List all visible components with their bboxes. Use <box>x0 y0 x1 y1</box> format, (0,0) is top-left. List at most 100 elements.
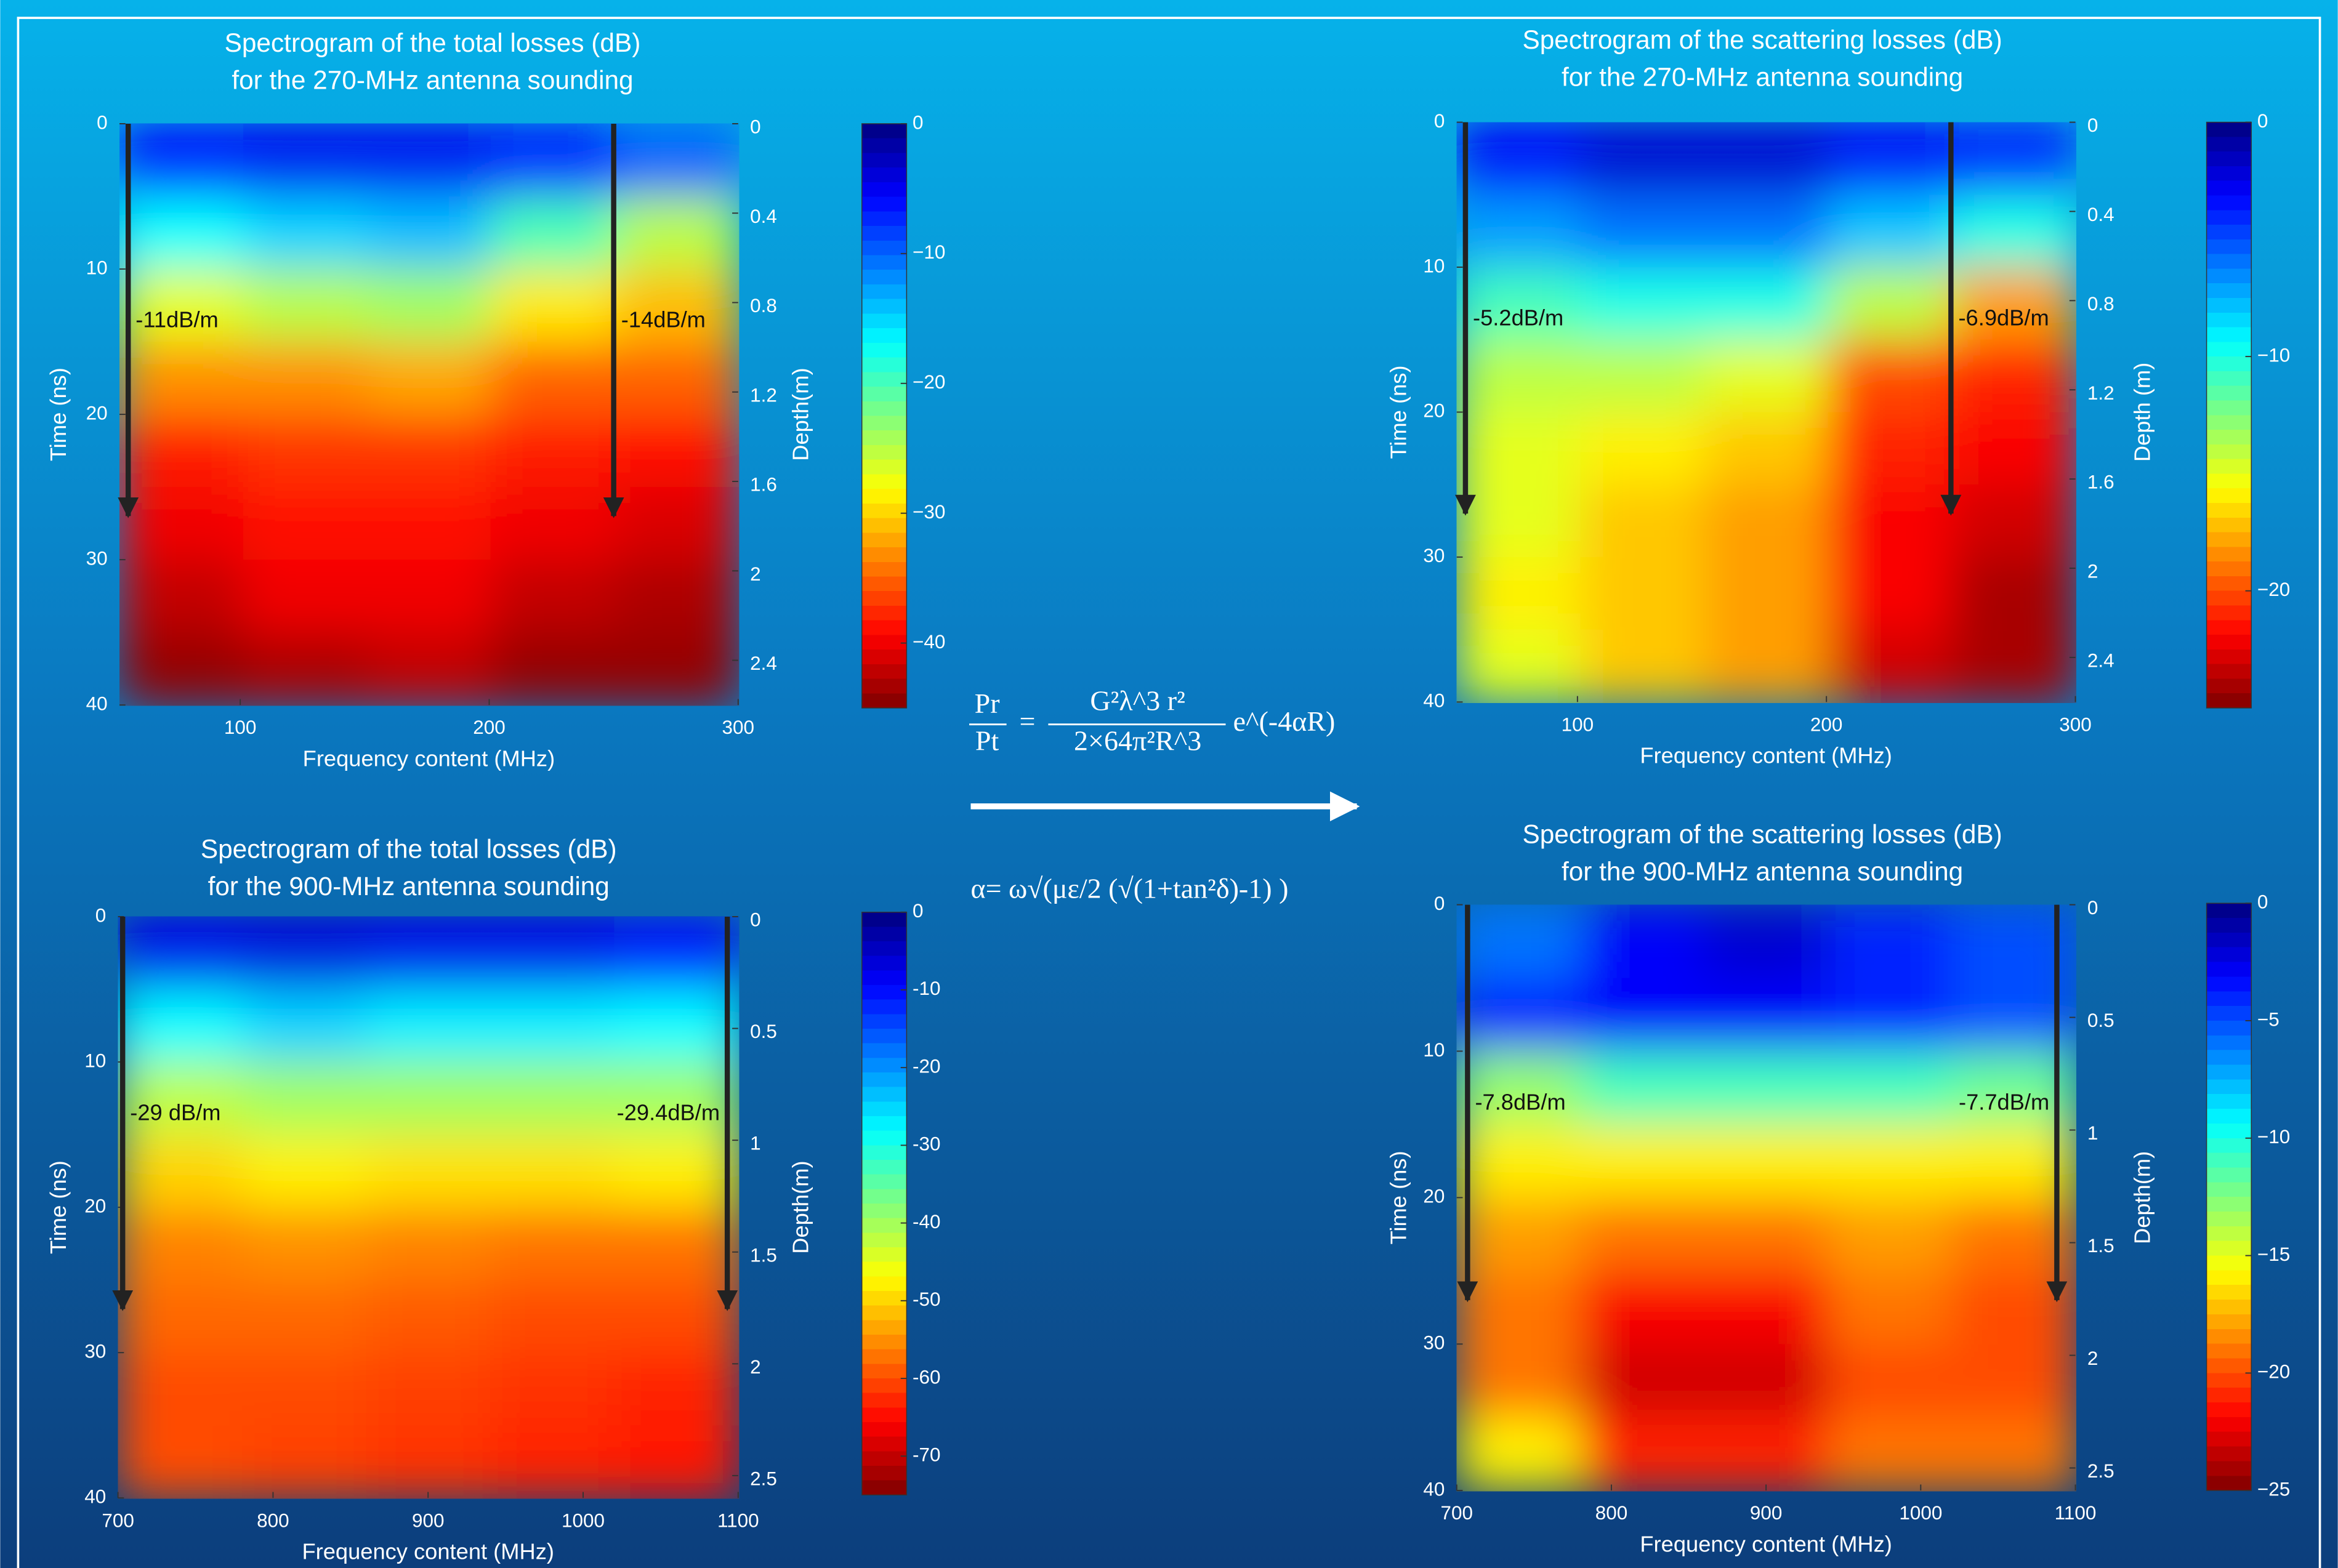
heatmap <box>1456 904 2076 1492</box>
eq-rhs-num: G²λ^3 r² <box>1090 685 1185 716</box>
heatmap-cell <box>1456 557 1581 630</box>
heatmap-cell <box>1704 629 1829 703</box>
y2-tick-label: 0 <box>2087 115 2098 136</box>
heatmap-cell <box>1704 1051 1829 1125</box>
arrow-label: -14dB/m <box>621 307 706 332</box>
heatmap-cell <box>119 342 244 416</box>
y-tick-label: 20 <box>1423 1186 1445 1207</box>
heatmap-cell <box>614 1353 740 1426</box>
heatmap-cell <box>366 1135 491 1208</box>
arrow-label: -7.7dB/m <box>1959 1090 2049 1115</box>
y2-tick-label: 0.8 <box>750 295 777 316</box>
heatmap-cell <box>1580 1124 1705 1199</box>
x-tick-label: 1100 <box>717 1510 759 1531</box>
heatmap-cell <box>1704 195 1829 268</box>
heatmap-cell <box>614 1425 740 1499</box>
eq-equals: = <box>1020 706 1036 737</box>
heatmap-cell <box>1580 629 1705 703</box>
heatmap-cell <box>118 1425 243 1499</box>
y-tick-label: 0 <box>95 904 107 926</box>
y2-tick-label: 1 <box>750 1133 761 1154</box>
heatmap-cell <box>1456 339 1581 413</box>
y-tick-label: 20 <box>1423 400 1445 422</box>
y-tick-label: 10 <box>1423 1039 1445 1061</box>
y2-tick-label: 0.5 <box>2087 1010 2114 1031</box>
heatmap-cell <box>1580 978 1705 1052</box>
heatmap-cell <box>242 1062 367 1136</box>
y-axis-label: Time (ns) <box>46 368 71 461</box>
colorbar <box>2206 903 2252 1491</box>
colorbar-tick-label: 0 <box>2257 891 2268 913</box>
colorbar-tick-label: −25 <box>2257 1478 2290 1500</box>
heatmap-cell <box>490 1207 615 1281</box>
heatmap-cell <box>243 487 368 561</box>
x-tick-label: 1000 <box>1899 1502 1942 1524</box>
heatmap-cell <box>1828 267 1953 340</box>
heatmap-cell <box>366 632 492 706</box>
heatmap-cell <box>1951 122 2076 196</box>
heatmap-cell <box>1456 412 1581 486</box>
colorbar-tick-label: -40 <box>913 1211 940 1232</box>
heatmap-cell <box>366 269 492 343</box>
heatmap-cell <box>1951 195 2076 268</box>
y2-tick-label: 2.5 <box>2087 1460 2114 1482</box>
heatmap-cell <box>614 342 740 416</box>
heatmap-cell <box>1580 1417 1705 1492</box>
heatmap-cell <box>242 989 367 1063</box>
y-tick-label: 10 <box>1423 255 1445 276</box>
arrow-label: -5.2dB/m <box>1473 305 1563 330</box>
y2-tick-label: 0.4 <box>2087 204 2114 225</box>
heatmap-cell <box>366 989 491 1063</box>
y-tick-label: 10 <box>86 257 108 278</box>
heatmap-cell <box>366 487 492 561</box>
heatmap-cell <box>243 269 368 343</box>
colorbar-tick-label: −20 <box>2257 579 2290 600</box>
heatmap-cell <box>490 196 616 270</box>
arrow-label: -7.8dB/m <box>1475 1090 1565 1115</box>
eq-factor: e^(-4αR) <box>1233 706 1336 737</box>
heatmap-cell <box>242 1280 367 1354</box>
heatmap-cell <box>118 989 243 1063</box>
y2-tick-label: 0 <box>750 116 761 138</box>
y2-tick-label: 2 <box>750 563 761 585</box>
colorbar-tick-label: −40 <box>913 631 945 653</box>
heatmap-cell <box>1580 195 1705 268</box>
y-tick-label: 20 <box>84 1195 106 1216</box>
y-tick-label: 30 <box>1423 545 1445 566</box>
heatmap-cell <box>1951 484 2076 558</box>
y2-tick-label: 2.4 <box>750 653 777 674</box>
heatmap-cell <box>1456 122 1581 196</box>
colorbar-tick-label: -70 <box>913 1444 940 1466</box>
chart-title: Spectrogram of the scattering losses (dB… <box>1522 25 2002 54</box>
heatmap-cell <box>490 1062 615 1136</box>
y-tick-label: 40 <box>86 693 108 714</box>
heatmap-cell <box>242 1353 367 1426</box>
x-tick-label: 800 <box>1595 1502 1628 1524</box>
y2-tick-label: 0.5 <box>750 1021 777 1042</box>
colorbar-tick-label: -20 <box>913 1055 940 1077</box>
heatmap-cell <box>119 196 244 270</box>
x-tick-label: 300 <box>722 717 755 738</box>
colorbar-tick-label: −5 <box>2257 1008 2280 1030</box>
y2-tick-label: 2 <box>2087 1348 2098 1369</box>
heatmap-cell <box>1580 1344 1705 1418</box>
heatmap-cell <box>118 1353 243 1426</box>
y2-axis-label: Depth(m) <box>2129 1151 2155 1244</box>
heatmap-cell <box>243 560 368 633</box>
heatmap-cell <box>1704 1271 1829 1345</box>
y-tick-label: 0 <box>1434 893 1445 914</box>
heatmap-cell <box>1828 1197 1953 1272</box>
heatmap-cell <box>1456 1051 1581 1125</box>
colorbar-tick-label: −20 <box>913 371 945 393</box>
heatmap-cell <box>1704 1124 1829 1199</box>
heatmap-cell <box>1951 412 2076 486</box>
heatmap-cell <box>1704 1344 1829 1418</box>
arrow-label: -11dB/m <box>135 307 218 332</box>
heatmap-cell <box>614 123 740 198</box>
heatmap-cell <box>490 342 616 416</box>
heatmap-cell <box>490 632 616 706</box>
colorbar-tick-label: -30 <box>913 1133 940 1155</box>
heatmap <box>118 916 740 1499</box>
colorbar-tick-label: 0 <box>913 900 924 922</box>
